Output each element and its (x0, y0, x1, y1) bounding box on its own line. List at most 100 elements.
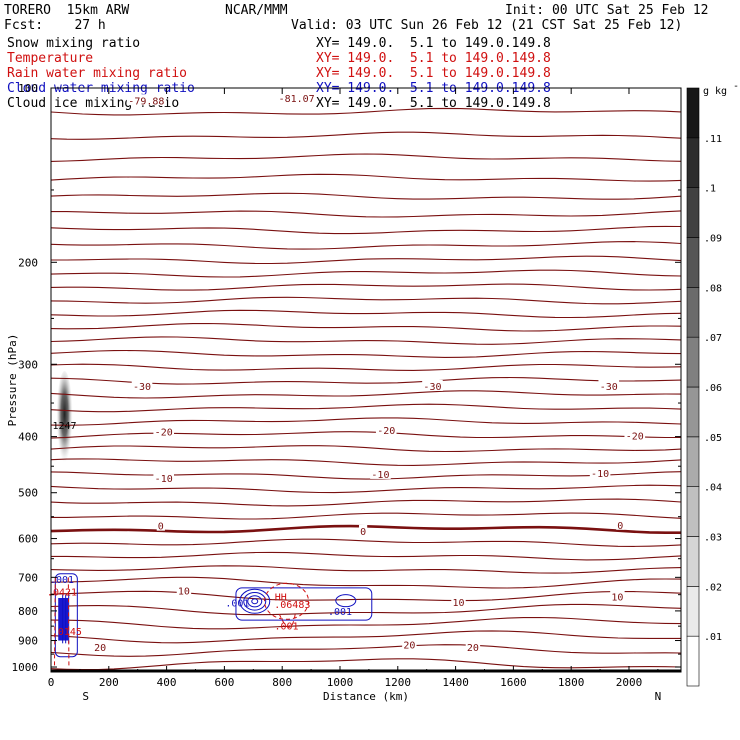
temperature-contour (50, 417, 682, 426)
temperature-contour (50, 283, 682, 291)
header-valid: Valid: 03 UTC Sun 26 Feb 12 (21 CST Sat … (291, 18, 683, 33)
snow-max-label: 1247 (53, 421, 77, 432)
temperature-contour (50, 131, 682, 140)
field-xy-cloud-ice: XY= 149.0. 5.1 to 149.0.149.8 (316, 96, 551, 111)
temperature-contour-label: 10 (611, 592, 623, 603)
temperature-label-bg (375, 424, 397, 436)
temperature-contour-label: -81.07 (279, 94, 315, 105)
y-axis-title: Pressure (hPa) (6, 334, 19, 427)
colorbar-swatch (686, 187, 700, 238)
field-name-rain: Rain water mixing ratio (7, 66, 188, 81)
temperature-label-bg (153, 472, 175, 484)
cloud-water-label: .001 (225, 598, 249, 609)
colorbar-swatch (686, 635, 700, 687)
y-tick-label: 600 (18, 533, 38, 546)
y-tick-label: 100 (18, 82, 38, 95)
temperature-label-bg (610, 590, 625, 602)
temperature-contour-label: -79.88 (128, 96, 164, 107)
x-tick-label: 0 (48, 676, 55, 689)
temperature-contour-label: -30 (133, 382, 151, 393)
temperature-contour (50, 403, 682, 413)
temperature-label-bg (402, 638, 417, 650)
temperature-contour (50, 309, 682, 319)
colorbar-label: .01 (704, 632, 722, 643)
temperature-label-bg (451, 595, 466, 607)
colorbar-label: .11 (704, 134, 722, 145)
field-xy-snow: XY= 149.0. 5.1 to 149.0.149.8 (316, 36, 551, 51)
colorbar-swatch (686, 87, 700, 139)
x-tick-label: 600 (214, 676, 234, 689)
temperature-contour-label: -10 (591, 469, 609, 480)
temperature-contour (50, 458, 682, 466)
field-name-snow: Snow mixing ratio (7, 36, 141, 51)
temperature-contour (51, 551, 682, 561)
temperature-label-bg (92, 641, 108, 653)
x-axis-right-end-label: N (655, 690, 662, 703)
x-tick-label: 200 (99, 676, 119, 689)
temperature-contour (51, 210, 682, 218)
temperature-contour (51, 255, 682, 265)
colorbar-label: .06 (704, 383, 722, 394)
cloud-water-contour (235, 587, 373, 621)
x-tick-label: 1400 (442, 676, 469, 689)
colorbar-label: .09 (704, 234, 722, 245)
temperature-contour (50, 173, 682, 182)
colorbar-swatch (686, 287, 700, 338)
temperature-label-bg (359, 524, 368, 536)
x-axis-title: Distance (km) (323, 690, 409, 703)
temperature-contour-label: 20 (403, 641, 415, 652)
temperature-contour-label: -20 (377, 426, 395, 437)
temperature-label-bg (465, 640, 481, 652)
cloud-water-contour (243, 591, 267, 611)
temperature-contour (50, 153, 682, 162)
y-tick-label: 700 (18, 571, 38, 584)
temperature-contour (50, 616, 682, 630)
header-init: Init: 00 UTC Sat 25 Feb 12 (505, 3, 709, 18)
temperature-label-bg (126, 94, 166, 106)
colorbar-swatch (686, 386, 700, 438)
temperature-label-bg (370, 467, 391, 479)
rain-water-label: HH (275, 592, 287, 603)
temperature-contour (50, 336, 682, 345)
cloud-water-contour (251, 598, 259, 605)
temperature-contour (50, 644, 682, 657)
rain-water-label: .0421 (47, 587, 77, 598)
header-model: TORERO 15km ARW (4, 3, 130, 18)
colorbar-label: .08 (704, 283, 722, 294)
temperature-contour (50, 590, 682, 602)
field-name-temperature: Temperature (7, 51, 94, 66)
colorbar-unit-exponent: -1 (733, 81, 740, 92)
colorbar-swatch (686, 486, 700, 537)
temperature-label-bg (616, 518, 625, 530)
cloud-water-label: .001 (328, 607, 352, 618)
colorbar-label: .05 (704, 433, 722, 444)
temperature-contour (50, 630, 681, 644)
temperature-contour (50, 107, 682, 116)
temperature-contour-label: -10 (155, 474, 173, 485)
temperature-label-bg (153, 425, 175, 437)
temperature-contour-label: 0 (617, 521, 623, 532)
colorbar-label: .1 (704, 184, 716, 195)
rain-water-contour (264, 582, 310, 620)
colorbar-swatch (686, 237, 700, 288)
colorbar-swatch (686, 536, 700, 587)
cloud-water-contour (335, 594, 357, 608)
temperature-contour-label: -20 (155, 428, 173, 439)
temperature-label-bg (131, 379, 153, 391)
x-tick-label: 2000 (616, 676, 643, 689)
temperature-contour (50, 390, 682, 399)
temperature-contour-label: 20 (94, 643, 106, 654)
temperature-label-bg (624, 429, 646, 441)
temperature-label-bg (156, 519, 165, 531)
temperature-contour (50, 498, 682, 507)
temperature-contour (50, 471, 682, 480)
x-tick-label: 1000 (327, 676, 354, 689)
temperature-contour (50, 376, 682, 385)
y-tick-label: 400 (18, 431, 38, 444)
temperature-contour (50, 192, 682, 200)
header-org: NCAR/MMM (225, 3, 288, 18)
cloud-water-contour (247, 595, 263, 608)
temperature-label-bg (277, 91, 317, 103)
x-tick-label: 400 (157, 676, 177, 689)
